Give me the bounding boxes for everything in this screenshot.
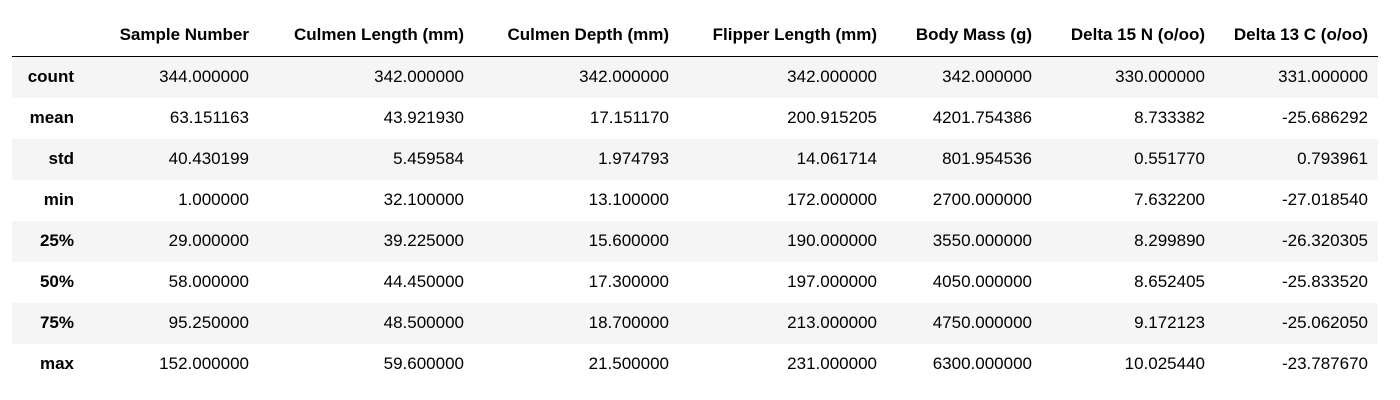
- table-cell: 17.151170: [589, 108, 669, 127]
- row-label: 50%: [39, 272, 74, 291]
- table-cell: 17.300000: [588, 272, 669, 291]
- table-cell: 200.915205: [787, 108, 877, 127]
- table-cell: 1.000000: [178, 190, 249, 209]
- table-header: Sample Number Culmen Length (mm) Culmen …: [12, 14, 1378, 57]
- table-cell: 4201.754386: [932, 108, 1032, 127]
- table-row: 25% 29.000000 39.225000 15.600000 190.00…: [12, 220, 1378, 262]
- row-label: std: [48, 149, 75, 168]
- table-cell: 44.450000: [383, 272, 464, 291]
- table-cell: 5.459584: [393, 149, 464, 168]
- table-row: max 152.000000 59.600000 21.500000 231.0…: [12, 343, 1378, 385]
- table-cell: -25.062050: [1281, 313, 1368, 332]
- table-cell: 9.172123: [1134, 313, 1205, 332]
- index-header: [12, 14, 84, 57]
- table-cell: 95.250000: [168, 313, 249, 332]
- table-cell: 231.000000: [787, 354, 877, 373]
- table-row: 75% 95.250000 48.500000 18.700000 213.00…: [12, 302, 1378, 344]
- row-label: mean: [29, 108, 74, 127]
- header-row: Sample Number Culmen Length (mm) Culmen …: [12, 14, 1378, 57]
- table-cell: 342.000000: [787, 67, 877, 87]
- table-cell: 15.600000: [588, 231, 669, 250]
- column-header: Delta 15 N (o/oo): [1042, 14, 1215, 57]
- table-cell: 2700.000000: [932, 190, 1032, 209]
- describe-table: Sample Number Culmen Length (mm) Culmen …: [12, 14, 1378, 385]
- table-cell: -25.686292: [1281, 108, 1368, 127]
- table-cell: 4050.000000: [932, 272, 1032, 291]
- table-cell: 344.000000: [159, 67, 249, 87]
- table-cell: 18.700000: [588, 313, 669, 332]
- table-cell: -26.320305: [1281, 231, 1368, 250]
- table-cell: 342.000000: [579, 67, 669, 87]
- table-cell: 14.061714: [796, 149, 877, 168]
- table-cell: 0.551770: [1134, 149, 1205, 168]
- table-row: min 1.000000 32.100000 13.100000 172.000…: [12, 179, 1378, 221]
- table-cell: 342.000000: [942, 67, 1032, 87]
- table-cell: 29.000000: [168, 231, 249, 250]
- column-header: Delta 13 C (o/oo): [1215, 14, 1378, 57]
- table-cell: 4750.000000: [932, 313, 1032, 332]
- table-cell: 7.632200: [1134, 190, 1205, 209]
- column-header: Body Mass (g): [887, 14, 1042, 57]
- row-label: 25%: [39, 231, 74, 250]
- table-cell: 6300.000000: [932, 354, 1032, 373]
- column-header: Flipper Length (mm): [679, 14, 887, 57]
- table-cell: 3550.000000: [932, 231, 1032, 250]
- table-cell: -27.018540: [1281, 190, 1368, 209]
- row-label: 75%: [39, 313, 74, 332]
- table-cell: 330.000000: [1115, 67, 1205, 87]
- table-cell: 0.793961: [1297, 149, 1368, 168]
- column-header: Sample Number: [84, 14, 259, 57]
- table-cell: 8.652405: [1134, 272, 1205, 291]
- row-label: max: [39, 354, 74, 373]
- table-cell: -25.833520: [1281, 272, 1368, 291]
- table-body: count 344.000000 342.000000 342.000000 3…: [12, 56, 1378, 385]
- table-cell: 32.100000: [383, 190, 464, 209]
- table-cell: 43.921930: [383, 108, 464, 127]
- table-cell: 213.000000: [787, 313, 877, 332]
- table-row: mean 63.151163 43.921930 17.151170 200.9…: [12, 97, 1378, 139]
- table-cell: 10.025440: [1124, 354, 1205, 373]
- table-cell: 172.000000: [787, 190, 877, 209]
- table-cell: 48.500000: [383, 313, 464, 332]
- table-cell: 342.000000: [374, 67, 464, 87]
- table-cell: 1.974793: [598, 149, 669, 168]
- table-cell: 58.000000: [168, 272, 249, 291]
- row-label: min: [43, 190, 74, 209]
- table-cell: 40.430199: [168, 149, 249, 168]
- table-cell: 13.100000: [588, 190, 669, 209]
- table-cell: 21.500000: [588, 354, 669, 373]
- table-cell: 331.000000: [1278, 67, 1368, 87]
- table-cell: 801.954536: [942, 149, 1032, 168]
- table-cell: 63.151163: [169, 108, 249, 127]
- table-cell: -23.787670: [1281, 354, 1368, 373]
- table-cell: 39.225000: [383, 231, 464, 250]
- table-row: 50% 58.000000 44.450000 17.300000 197.00…: [12, 261, 1378, 303]
- row-label: count: [27, 67, 74, 87]
- table-cell: 197.000000: [787, 272, 877, 291]
- table-cell: 8.733382: [1134, 108, 1205, 127]
- table-cell: 190.000000: [787, 231, 877, 250]
- table-cell: 59.600000: [383, 354, 464, 373]
- table-row: std 40.430199 5.459584 1.974793 14.06171…: [12, 138, 1378, 180]
- column-header: Culmen Length (mm): [259, 14, 474, 57]
- dataframe-output: Sample Number Culmen Length (mm) Culmen …: [12, 14, 1378, 385]
- table-cell: 152.000000: [159, 354, 249, 373]
- table-cell: 8.299890: [1134, 231, 1205, 250]
- table-row: count 344.000000 342.000000 342.000000 3…: [12, 56, 1378, 98]
- column-header: Culmen Depth (mm): [474, 14, 679, 57]
